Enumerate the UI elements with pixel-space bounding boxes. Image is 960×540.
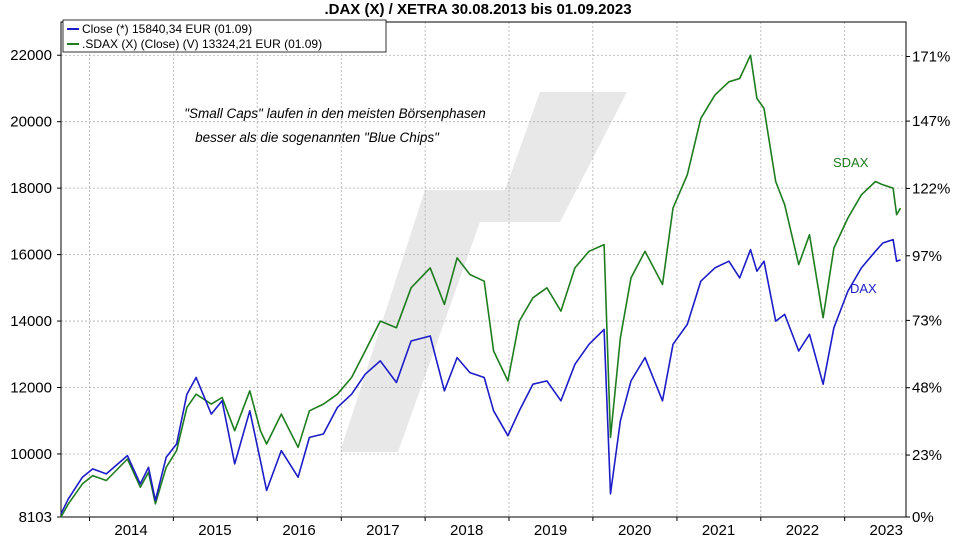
y-right-tick-label: 171% xyxy=(912,48,950,65)
y-left-tick-label: 20000 xyxy=(10,114,52,131)
y-right-tick-label: 0% xyxy=(912,509,934,526)
annotation-line-2: besser als die sogenannten "Blue Chips" xyxy=(195,130,440,145)
y-right-tick-label: 48% xyxy=(912,380,942,397)
y-left-tick-label: 16000 xyxy=(10,247,52,264)
series-lines xyxy=(60,54,902,518)
x-tick-label: 2017 xyxy=(366,522,399,539)
x-tick-label: 2019 xyxy=(534,522,567,539)
legend: Close (*) 15840,34 EUR (01.09) .SDAX (X)… xyxy=(62,19,387,53)
series-label-dax: DAX xyxy=(850,281,877,296)
y-left-tick-label: 10000 xyxy=(10,446,52,463)
x-tick-label: 2021 xyxy=(702,522,735,539)
legend-item-sdax: .SDAX (X) (Close) (V) 13324,21 EUR (01.0… xyxy=(82,37,322,51)
y-left-tick-label: 12000 xyxy=(10,380,52,397)
series-label-sdax: SDAX xyxy=(833,155,869,170)
y-right-tick-label: 73% xyxy=(912,312,942,329)
x-tick-label: 2015 xyxy=(198,522,231,539)
series-line-dax xyxy=(60,238,901,515)
chart-title: .DAX (X) / XETRA 30.08.2013 bis 01.09.20… xyxy=(324,1,631,18)
y-left-tick-label: 14000 xyxy=(10,313,52,330)
x-axis: 2014 2015 2016 2017 2018 2019 2020 2021 2022 2023 xyxy=(88,517,903,539)
annotation-line-1: "Small Caps" laufen in den meisten Börse… xyxy=(184,106,486,121)
y-right-tick-label: 97% xyxy=(912,248,942,265)
y-left-tick-label: 22000 xyxy=(10,47,52,64)
grid-lines xyxy=(61,22,906,517)
y-right-tick-label: 147% xyxy=(912,113,950,130)
watermark-logo xyxy=(340,92,627,452)
x-tick-label: 2016 xyxy=(282,522,315,539)
x-tick-label: 2014 xyxy=(114,522,147,539)
legend-item-dax: Close (*) 15840,34 EUR (01.09) xyxy=(82,22,252,36)
plot-frame xyxy=(60,21,907,518)
x-tick-label: 2020 xyxy=(618,522,651,539)
y-axis-right: 0% 23% 48% 73% 97% 122% 147% 171% xyxy=(906,48,950,526)
series-line-sdax xyxy=(60,54,902,518)
x-tick-label: 2018 xyxy=(450,522,483,539)
y-right-tick-label: 122% xyxy=(912,180,950,197)
y-right-tick-label: 23% xyxy=(912,447,942,464)
y-left-tick-label: 8103 xyxy=(19,509,52,526)
x-tick-label: 2023 xyxy=(870,522,903,539)
x-tick-label: 2022 xyxy=(786,522,819,539)
y-axis-left: 8103 10000 12000 14000 16000 18000 20000 22000 xyxy=(10,47,61,526)
y-left-tick-label: 18000 xyxy=(10,180,52,197)
